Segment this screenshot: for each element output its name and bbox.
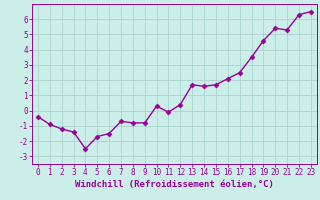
X-axis label: Windchill (Refroidissement éolien,°C): Windchill (Refroidissement éolien,°C) <box>75 180 274 189</box>
